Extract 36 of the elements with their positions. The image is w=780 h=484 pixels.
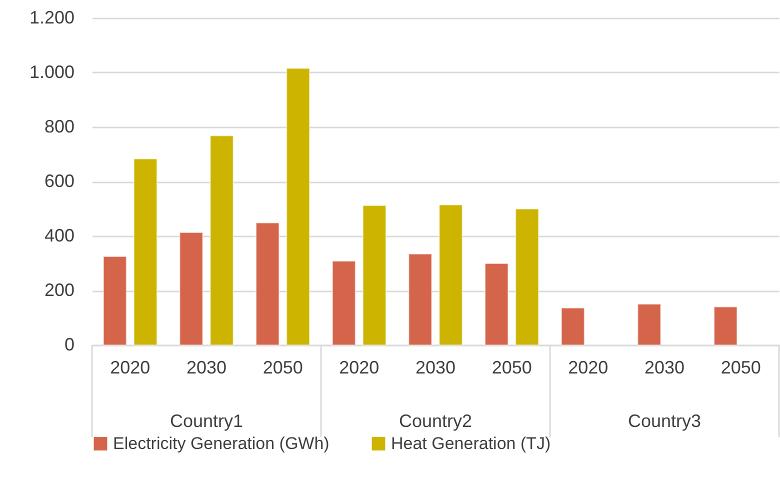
- text: Country1: [170, 411, 244, 431]
- x-tick-label: 2050: [262, 358, 303, 378]
- x-tick-label: 2050: [720, 358, 761, 378]
- bar: [515, 208, 540, 346]
- x-tick-label: 2020: [339, 358, 380, 378]
- y-tick-label: 400: [44, 226, 74, 246]
- y-tick-label: 0: [64, 334, 74, 354]
- bar: [484, 263, 509, 346]
- bar: [362, 204, 386, 346]
- y-tick-label: 600: [44, 171, 74, 191]
- text: Country3: [628, 411, 702, 431]
- bar: [714, 306, 738, 346]
- bar: [408, 253, 432, 346]
- bar: [286, 68, 310, 346]
- bar: [256, 222, 280, 346]
- text: Country2: [398, 411, 472, 431]
- legend-label: Electricity Generation (GWh): [113, 434, 330, 453]
- x-tick-label: 2020: [568, 358, 608, 378]
- bar: [637, 304, 662, 346]
- y-tick-label: 1.200: [29, 8, 74, 28]
- bar: [133, 158, 158, 346]
- bar: [560, 307, 585, 346]
- y-tick-label: 1.000: [29, 62, 74, 82]
- x-tick-label: 2020: [110, 358, 150, 378]
- y-tick-label: 200: [44, 280, 74, 300]
- x-tick-label: 2030: [644, 358, 685, 378]
- legend-label: Heat Generation (TJ): [391, 434, 551, 453]
- x-tick-label: 2030: [415, 358, 456, 378]
- bar: [102, 256, 127, 346]
- x-tick-label: 2050: [492, 358, 532, 378]
- y-tick-label: 800: [44, 116, 74, 136]
- bar: [332, 260, 356, 346]
- x-tick-label: 2030: [186, 358, 227, 378]
- bar: [179, 232, 204, 346]
- bar: [210, 135, 234, 346]
- bar: [438, 204, 463, 346]
